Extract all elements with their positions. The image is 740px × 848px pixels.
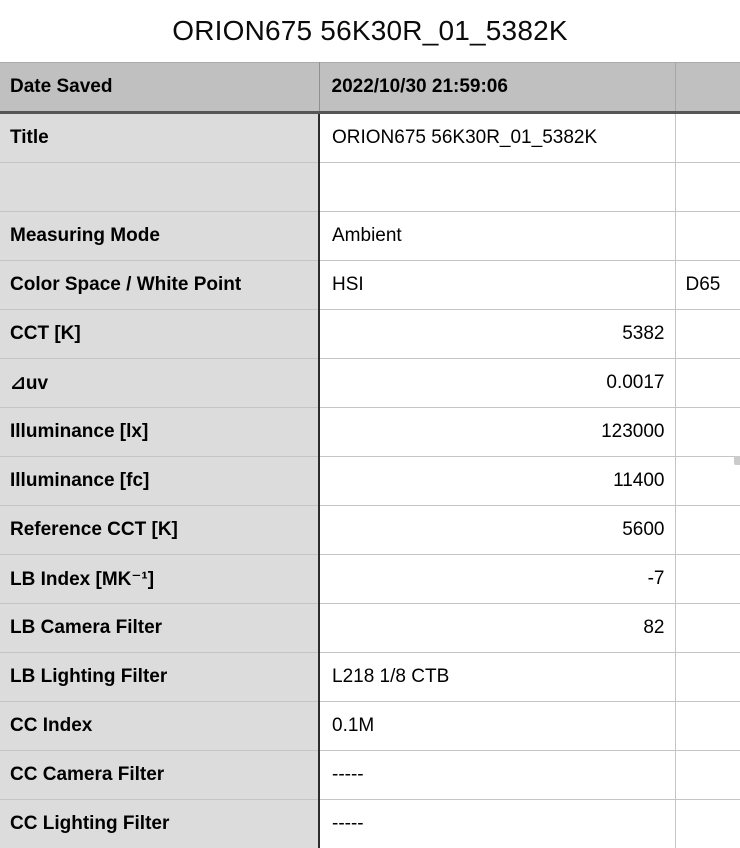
row-extra-cell	[675, 799, 740, 848]
row-extra-cell	[675, 112, 740, 163]
row-label-cell: LB Index [MK⁻¹]	[0, 554, 320, 604]
measurement-table: Date Saved 2022/10/30 21:59:06 Title ORION6…	[0, 62, 740, 848]
row-extra-cell	[675, 211, 740, 261]
row-extra-cell	[675, 554, 740, 604]
row-value-cell: L218 1/8 CTB	[319, 652, 676, 702]
row-value-cell: HSI	[319, 260, 676, 310]
table-row: Illuminance [fc] 11400	[0, 456, 740, 506]
row-extra-cell	[675, 505, 740, 555]
row-label-cell: CC Index	[0, 701, 320, 751]
row-value-cell: 5382	[319, 309, 676, 359]
table-row: Measuring Mode Ambient	[0, 211, 740, 261]
page-title: ORION675 56K30R_01_5382K	[172, 15, 568, 46]
table-row: ⊿uv 0.0017	[0, 358, 740, 408]
row-extra-cell	[675, 750, 740, 800]
table-header-row: Date Saved 2022/10/30 21:59:06	[0, 62, 740, 114]
row-label-cell: ⊿uv	[0, 358, 320, 408]
row-label-cell: Illuminance [fc]	[0, 456, 320, 506]
row-value-cell: 2022/10/30 21:59:06	[319, 62, 676, 114]
row-label-cell: LB Camera Filter	[0, 603, 320, 653]
row-value-cell: 11400	[319, 456, 676, 506]
table-row: LB Camera Filter 82	[0, 603, 740, 653]
row-value-cell: -----	[319, 799, 676, 848]
row-extra-cell	[675, 309, 740, 359]
row-extra-cell: D65	[675, 260, 740, 310]
row-label-cell	[0, 162, 320, 212]
table-row: LB Index [MK⁻¹] -7	[0, 554, 740, 604]
row-label-cell: CC Lighting Filter	[0, 799, 320, 848]
row-label-cell: Illuminance [lx]	[0, 407, 320, 457]
row-extra-cell	[675, 701, 740, 751]
table-row: CCT [K] 5382	[0, 309, 740, 359]
row-value-cell: Ambient	[319, 211, 676, 261]
edge-artifact-mark	[734, 456, 740, 465]
row-label-cell: CCT [K]	[0, 309, 320, 359]
row-extra-cell	[675, 652, 740, 702]
table-row: Color Space / White Point HSI D65	[0, 260, 740, 310]
row-value-cell	[319, 162, 676, 212]
row-label-cell: Title	[0, 112, 320, 163]
table-row: Illuminance [lx] 123000	[0, 407, 740, 457]
row-value-cell: -----	[319, 750, 676, 800]
table-row: Reference CCT [K] 5600	[0, 505, 740, 555]
row-extra-cell	[675, 603, 740, 653]
row-extra-cell	[675, 358, 740, 408]
row-value-cell: 123000	[319, 407, 676, 457]
row-value-cell: 82	[319, 603, 676, 653]
table-row: CC Index 0.1M	[0, 701, 740, 751]
table-row	[0, 162, 740, 212]
table-row: Title ORION675 56K30R_01_5382K	[0, 112, 740, 163]
row-label-cell: CC Camera Filter	[0, 750, 320, 800]
row-value-cell: 5600	[319, 505, 676, 555]
row-label-cell: Reference CCT [K]	[0, 505, 320, 555]
row-extra-cell	[675, 407, 740, 457]
row-extra-cell	[675, 162, 740, 212]
row-label-cell: LB Lighting Filter	[0, 652, 320, 702]
row-value-cell: 0.0017	[319, 358, 676, 408]
table-row: CC Lighting Filter -----	[0, 799, 740, 848]
row-label-cell: Measuring Mode	[0, 211, 320, 261]
table-row: CC Camera Filter -----	[0, 750, 740, 800]
row-label-cell: Date Saved	[0, 62, 320, 114]
row-extra-cell	[675, 456, 740, 506]
row-extra-cell	[675, 62, 740, 114]
row-value-cell: 0.1M	[319, 701, 676, 751]
row-value-cell: -7	[319, 554, 676, 604]
table-row: LB Lighting Filter L218 1/8 CTB	[0, 652, 740, 702]
row-value-cell: ORION675 56K30R_01_5382K	[319, 112, 676, 163]
row-label-cell: Color Space / White Point	[0, 260, 320, 310]
